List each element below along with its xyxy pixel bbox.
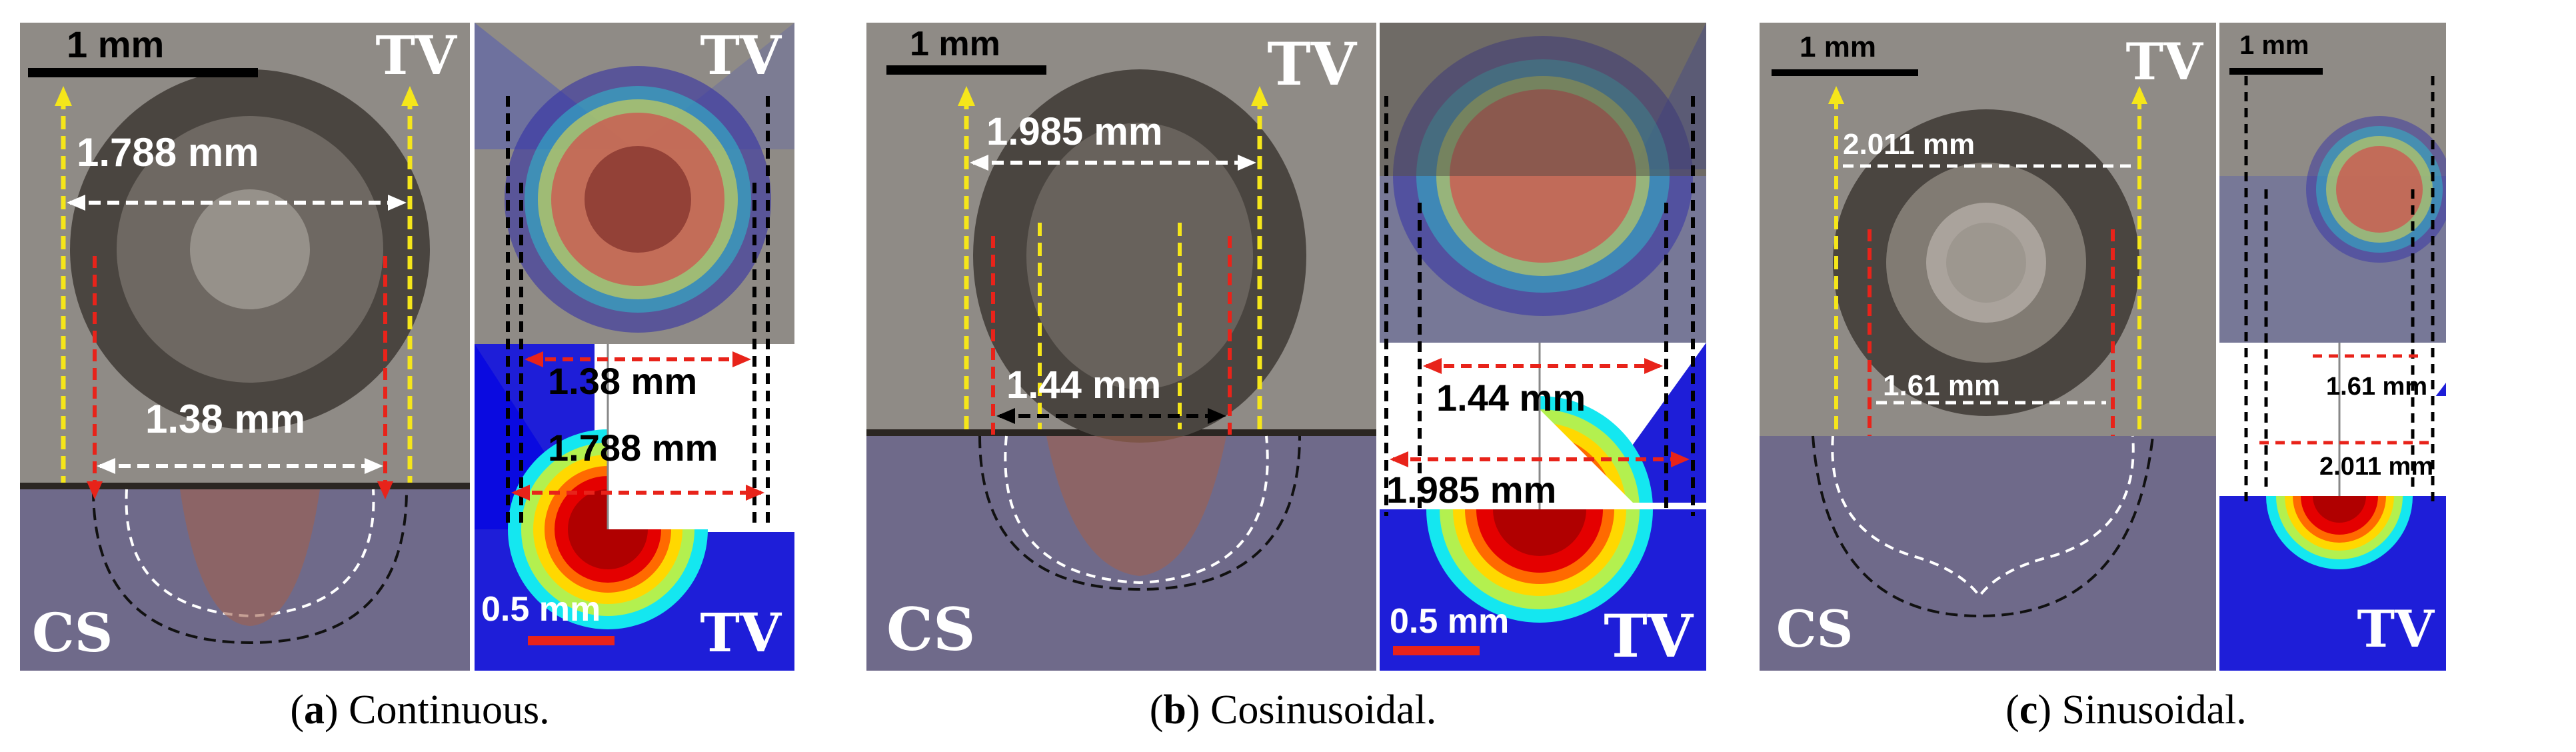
view-label-top: TV	[375, 24, 457, 87]
view-label-bottom: TV	[700, 601, 781, 664]
scale-label: 1 mm	[2239, 31, 2309, 60]
outer-width-label: 1.985 mm	[1386, 469, 1557, 511]
outer-width-label: 1.788 mm	[548, 427, 718, 469]
view-label-bottom: TV	[2357, 599, 2434, 659]
inner-width-label: 1.38 mm	[548, 360, 698, 402]
outer-width-label: 2.011 mm	[2319, 453, 2434, 481]
panel-b: 1 mm TV 1.985 mm 1.44 mm CS	[866, 0, 1706, 752]
caption-c: (c) Sinusoidal.	[2005, 687, 2247, 733]
scale-label: 0.5 mm	[481, 590, 601, 629]
outer-width-label: 1.985 mm	[986, 110, 1163, 153]
view-label-top: TV	[700, 24, 781, 87]
scale-label: 0.5 mm	[1390, 602, 1510, 641]
simulation-a: TV 1.38 mm 1.788 mm 0.5 mm TV	[475, 23, 794, 671]
scale-label: 1 mm	[1800, 31, 1876, 63]
caption-b: (b) Cosinusoidal.	[1149, 687, 1437, 733]
view-label-bottom: TV	[1604, 601, 1693, 671]
scale-label: 1 mm	[67, 23, 165, 65]
micrograph-c: 1 mm TV 2.011 mm 1.61 mm CS	[1760, 23, 2216, 671]
view-label-bottom: CS	[1776, 599, 1854, 659]
view-label-bottom: CS	[886, 595, 976, 664]
inner-width-label: 1.61 mm	[1883, 369, 2001, 402]
micrograph-a: 1 mm TV 1.788 mm 1.38 mm CS	[20, 23, 470, 671]
simulation-c: 1 mm 1.61 mm 2.011 mm TV	[2219, 23, 2446, 671]
scale-label: 1 mm	[910, 25, 1000, 63]
outer-width-label: 2.011 mm	[1843, 128, 1975, 161]
simulation-b: 1.44 mm 1.985 mm 0.5 mm TV	[1380, 23, 1706, 671]
view-label-top: TV	[2125, 32, 2203, 91]
view-label-top: TV	[1267, 29, 1356, 99]
caption-a: (a) Continuous.	[290, 687, 550, 733]
inner-width-label: 1.44 mm	[1436, 377, 1586, 419]
micrograph-b: 1 mm TV 1.985 mm 1.44 mm CS	[866, 23, 1376, 671]
panel-a: 1 mm TV 1.788 mm 1.38 mm CS	[0, 0, 833, 752]
inner-width-label: 1.61 mm	[2326, 373, 2428, 401]
inner-width-label: 1.38 mm	[145, 397, 306, 441]
panel-c: 1 mm TV 2.011 mm 1.61 mm CS	[1760, 0, 2559, 752]
view-label-bottom: CS	[32, 601, 113, 664]
inner-width-label: 1.44 mm	[1006, 363, 1162, 407]
outer-width-label: 1.788 mm	[77, 130, 259, 175]
